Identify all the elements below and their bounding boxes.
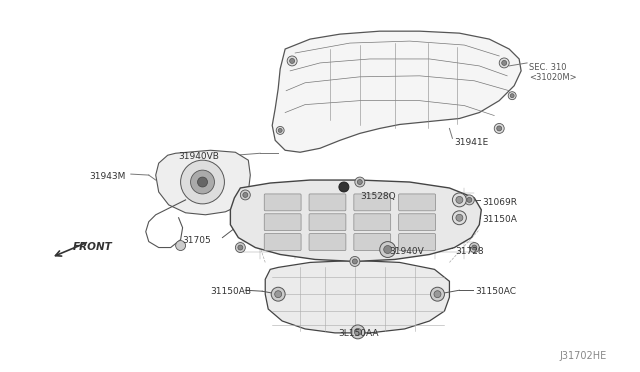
Circle shape bbox=[465, 195, 474, 205]
FancyBboxPatch shape bbox=[264, 234, 301, 250]
Circle shape bbox=[467, 198, 472, 202]
Circle shape bbox=[510, 94, 514, 98]
FancyBboxPatch shape bbox=[264, 214, 301, 231]
Text: 31943M: 31943M bbox=[89, 172, 125, 181]
Text: 31150AC: 31150AC bbox=[476, 287, 516, 296]
Circle shape bbox=[469, 243, 479, 253]
FancyBboxPatch shape bbox=[354, 214, 390, 231]
FancyBboxPatch shape bbox=[399, 234, 435, 250]
Circle shape bbox=[434, 291, 441, 298]
Text: 31940VB: 31940VB bbox=[179, 152, 220, 161]
Circle shape bbox=[191, 170, 214, 194]
Circle shape bbox=[290, 58, 294, 63]
Text: 31941E: 31941E bbox=[454, 138, 489, 147]
Text: SEC. 310
<31020M>: SEC. 310 <31020M> bbox=[529, 63, 577, 82]
Polygon shape bbox=[265, 260, 449, 333]
Circle shape bbox=[357, 180, 362, 185]
Text: J31702HE: J31702HE bbox=[559, 351, 607, 361]
Circle shape bbox=[456, 214, 463, 221]
Polygon shape bbox=[230, 180, 481, 262]
Circle shape bbox=[384, 246, 392, 253]
Text: 31528Q: 31528Q bbox=[360, 192, 396, 201]
Circle shape bbox=[472, 245, 477, 250]
Circle shape bbox=[276, 126, 284, 134]
Text: 31705: 31705 bbox=[182, 235, 211, 245]
Text: 31069R: 31069R bbox=[483, 198, 517, 207]
Circle shape bbox=[241, 190, 250, 200]
FancyBboxPatch shape bbox=[354, 194, 390, 211]
FancyBboxPatch shape bbox=[399, 194, 435, 211]
Circle shape bbox=[180, 160, 225, 204]
FancyBboxPatch shape bbox=[309, 194, 346, 211]
FancyBboxPatch shape bbox=[264, 194, 301, 211]
Circle shape bbox=[350, 256, 360, 266]
Circle shape bbox=[198, 177, 207, 187]
Circle shape bbox=[431, 287, 444, 301]
FancyBboxPatch shape bbox=[399, 214, 435, 231]
Circle shape bbox=[278, 128, 282, 132]
Circle shape bbox=[275, 291, 282, 298]
FancyBboxPatch shape bbox=[354, 234, 390, 250]
Circle shape bbox=[243, 192, 248, 198]
Circle shape bbox=[353, 259, 357, 264]
Circle shape bbox=[502, 60, 507, 65]
Circle shape bbox=[351, 325, 365, 339]
Circle shape bbox=[494, 124, 504, 134]
Circle shape bbox=[238, 245, 243, 250]
Circle shape bbox=[355, 328, 362, 336]
Circle shape bbox=[452, 211, 467, 225]
Text: 31150A: 31150A bbox=[483, 215, 517, 224]
Circle shape bbox=[175, 241, 186, 250]
Polygon shape bbox=[272, 31, 521, 152]
Text: 31940V: 31940V bbox=[390, 247, 424, 256]
Circle shape bbox=[287, 56, 297, 66]
Circle shape bbox=[355, 177, 365, 187]
Circle shape bbox=[380, 241, 396, 257]
Circle shape bbox=[499, 58, 509, 68]
Text: 3L150AA: 3L150AA bbox=[338, 329, 378, 338]
Circle shape bbox=[497, 126, 502, 131]
Circle shape bbox=[452, 193, 467, 207]
Text: 31150AB: 31150AB bbox=[211, 287, 252, 296]
Circle shape bbox=[271, 287, 285, 301]
Circle shape bbox=[456, 196, 463, 203]
Text: FRONT: FRONT bbox=[73, 241, 113, 251]
FancyBboxPatch shape bbox=[309, 214, 346, 231]
FancyBboxPatch shape bbox=[309, 234, 346, 250]
Circle shape bbox=[339, 182, 349, 192]
Polygon shape bbox=[156, 150, 250, 215]
Text: 31728: 31728 bbox=[456, 247, 484, 256]
Circle shape bbox=[508, 92, 516, 100]
Circle shape bbox=[236, 243, 245, 253]
